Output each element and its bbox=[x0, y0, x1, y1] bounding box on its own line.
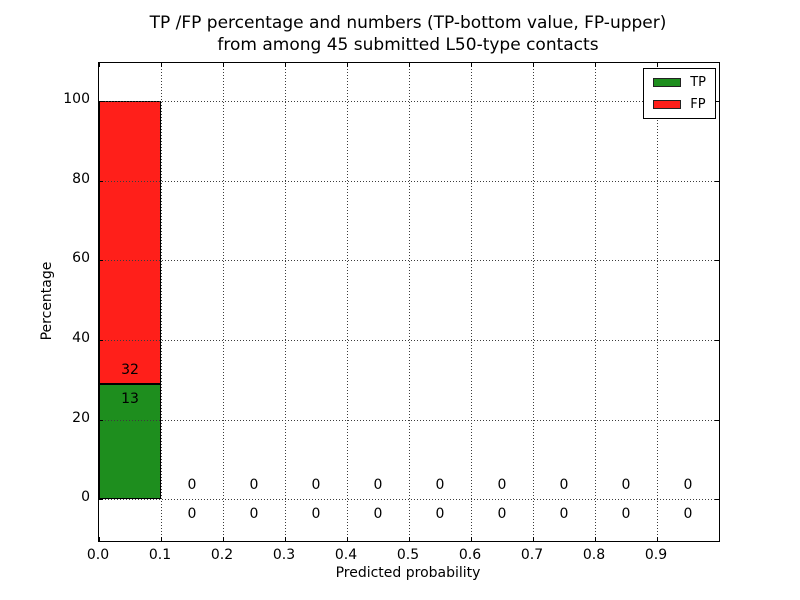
fp-count-label: 0 bbox=[559, 476, 569, 493]
x-tick-label: 0.6 bbox=[458, 547, 482, 563]
chart-title: TP /FP percentage and numbers (TP-bottom… bbox=[90, 12, 726, 56]
tp-count-label: 0 bbox=[435, 505, 445, 522]
tp-count-label: 13 bbox=[121, 390, 139, 407]
x-tick-bottom bbox=[161, 537, 162, 541]
gridline-vertical bbox=[409, 63, 410, 541]
legend-label-fp: FP bbox=[690, 97, 706, 112]
legend-label-tp: TP bbox=[690, 75, 706, 90]
y-tick-label: 80 bbox=[72, 170, 90, 187]
tp-count-label: 0 bbox=[373, 505, 383, 522]
x-tick-bottom bbox=[595, 537, 596, 541]
gridline-vertical bbox=[657, 63, 658, 541]
x-tick-top bbox=[347, 63, 348, 67]
x-tick-label: 0.1 bbox=[148, 547, 172, 563]
y-tick-left bbox=[99, 260, 103, 262]
tp-count-label: 0 bbox=[683, 505, 693, 522]
x-tick-label: 0.9 bbox=[644, 547, 668, 563]
legend-swatch-fp-icon bbox=[653, 100, 682, 109]
y-tick-left bbox=[99, 419, 103, 421]
tp-count-label: 0 bbox=[187, 505, 197, 522]
fp-count-label: 0 bbox=[621, 476, 631, 493]
fp-count-label: 0 bbox=[683, 476, 693, 493]
y-axis-label: Percentage bbox=[39, 261, 55, 341]
x-tick-bottom bbox=[285, 537, 286, 541]
tp-count-label: 0 bbox=[249, 505, 259, 522]
y-tick-label: 20 bbox=[72, 409, 90, 426]
x-tick-label: 0.4 bbox=[334, 547, 358, 563]
y-tick-label: 40 bbox=[72, 329, 90, 346]
chart-title-line1: TP /FP percentage and numbers (TP-bottom… bbox=[149, 13, 667, 33]
tp-count-label: 0 bbox=[497, 505, 507, 522]
fp-count-label: 32 bbox=[121, 361, 139, 378]
x-tick-label: 0.7 bbox=[520, 547, 544, 563]
x-tick-top bbox=[409, 63, 410, 67]
x-axis-label: Predicted probability bbox=[335, 565, 481, 581]
y-tick-left bbox=[99, 339, 103, 341]
y-tick-right bbox=[715, 180, 719, 182]
legend: TP FP bbox=[643, 68, 716, 119]
x-tick-label: 0.2 bbox=[210, 547, 234, 563]
tp-count-label: 0 bbox=[621, 505, 631, 522]
y-tick-left bbox=[99, 499, 103, 501]
y-tick-left bbox=[99, 180, 103, 182]
x-tick-bottom bbox=[347, 537, 348, 541]
gridline-vertical bbox=[471, 63, 472, 541]
x-tick-top bbox=[223, 63, 224, 67]
legend-entry-tp: TP bbox=[653, 75, 706, 90]
x-tick-label: 0.0 bbox=[86, 547, 110, 563]
x-tick-bottom bbox=[533, 537, 534, 541]
x-tick-top bbox=[471, 63, 472, 67]
gridline-vertical bbox=[161, 63, 162, 541]
gridline-vertical bbox=[223, 63, 224, 541]
fp-count-label: 0 bbox=[311, 476, 321, 493]
chart-title-line2: from among 45 submitted L50-type contact… bbox=[217, 35, 599, 55]
fp-count-label: 0 bbox=[249, 476, 259, 493]
y-tick-left bbox=[99, 100, 103, 102]
x-tick-label: 0.3 bbox=[272, 547, 296, 563]
y-tick-right bbox=[715, 499, 719, 501]
gridline-vertical bbox=[347, 63, 348, 541]
x-tick-top bbox=[595, 63, 596, 67]
x-tick-top bbox=[657, 63, 658, 67]
x-tick-bottom bbox=[409, 537, 410, 541]
x-tick-bottom bbox=[223, 537, 224, 541]
legend-swatch-tp-icon bbox=[653, 78, 682, 87]
legend-entry-fp: FP bbox=[653, 97, 706, 112]
x-tick-label: 0.5 bbox=[396, 547, 420, 563]
x-tick-bottom bbox=[99, 537, 100, 541]
x-tick-top bbox=[99, 63, 100, 67]
x-tick-top bbox=[161, 63, 162, 67]
bar-segment-fp bbox=[99, 100, 161, 385]
y-tick-label: 60 bbox=[72, 250, 90, 267]
y-tick-label: 100 bbox=[63, 90, 90, 107]
y-tick-label: 0 bbox=[81, 489, 90, 506]
fp-count-label: 0 bbox=[373, 476, 383, 493]
fp-count-label: 0 bbox=[187, 476, 197, 493]
gridline-vertical bbox=[285, 63, 286, 541]
x-tick-top bbox=[533, 63, 534, 67]
bar-segment-tp bbox=[99, 384, 161, 500]
fp-count-label: 0 bbox=[435, 476, 445, 493]
plot-area: TP FP 32 13 0 0 0 0 0 0 0 0 0 0 0 0 0 0 0 0 0 0 bbox=[98, 62, 720, 542]
tp-count-label: 0 bbox=[311, 505, 321, 522]
gridline-vertical bbox=[595, 63, 596, 541]
y-tick-right bbox=[715, 260, 719, 262]
y-tick-right bbox=[715, 419, 719, 421]
x-tick-label: 0.8 bbox=[582, 547, 606, 563]
y-tick-right bbox=[715, 100, 719, 102]
tp-count-label: 0 bbox=[559, 505, 569, 522]
x-tick-top bbox=[285, 63, 286, 67]
gridline-vertical bbox=[533, 63, 534, 541]
x-tick-bottom bbox=[471, 537, 472, 541]
fp-count-label: 0 bbox=[497, 476, 507, 493]
x-tick-bottom bbox=[657, 537, 658, 541]
y-tick-right bbox=[715, 339, 719, 341]
